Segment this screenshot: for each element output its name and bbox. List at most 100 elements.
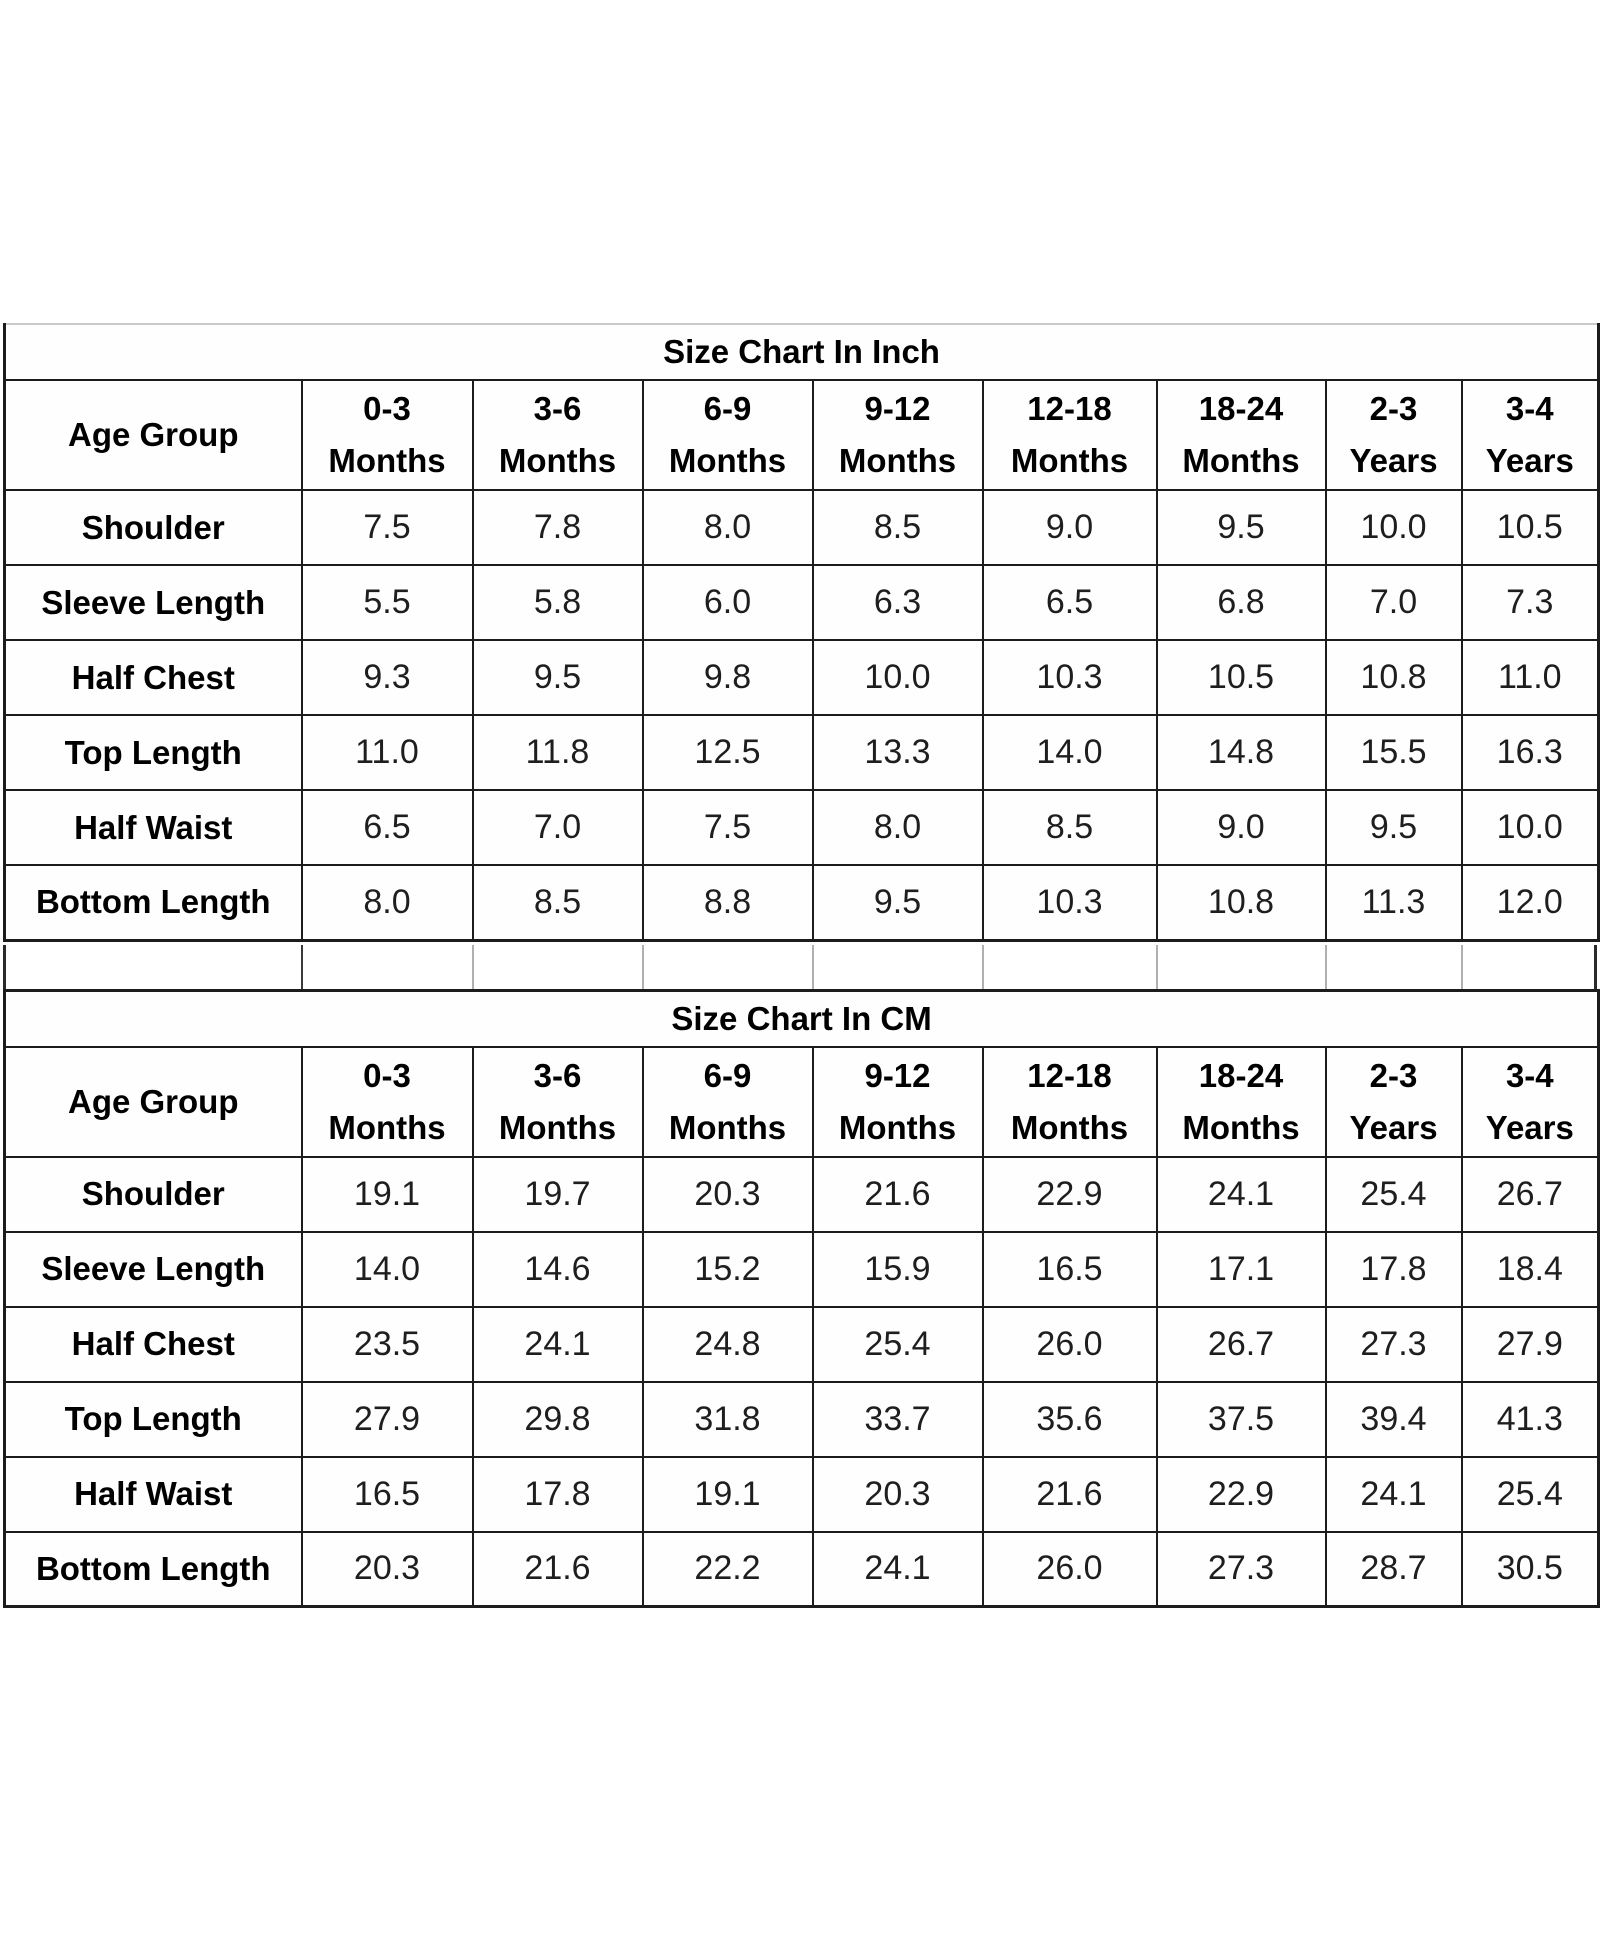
age-unit-text: Years [1485,1108,1574,1146]
row-label: Top Length [3,1380,303,1458]
size-value: 9.0 [981,489,1158,566]
size-value: 20.3 [300,1530,474,1608]
size-value: 11.0 [300,714,474,791]
age-unit-text: Months [838,1108,957,1146]
column-header-6-9-months: 6-9 Months [641,1045,814,1158]
size-value: 18.4 [1460,1230,1600,1308]
size-value: 16.3 [1460,714,1600,791]
size-value: 37.5 [1155,1380,1327,1458]
size-value: 8.8 [641,864,814,941]
measurement-row-shoulder: Shoulder 19.1 19.7 20.3 21.6 22.9 24.1 25.4 26.7 [3,1155,1600,1233]
gap-cell [1327,945,1463,989]
size-value: 10.0 [1324,489,1463,566]
size-value: 24.1 [471,1305,644,1383]
age-unit-text: Months [838,442,957,479]
age-unit-text: Months [1010,1108,1129,1146]
age-range-text: 3-4 [1505,390,1554,427]
age-range-text: 9-12 [864,1056,931,1094]
size-chart-cm-table: Size Chart In CM Age Group 0-3 Months 3-6 M… [3,989,1600,1608]
size-value: 14.0 [981,714,1158,791]
size-value: 8.0 [300,864,474,941]
size-value: 15.9 [811,1230,984,1308]
size-value: 20.3 [641,1155,814,1233]
gap-cell [1463,945,1594,989]
size-value: 24.8 [641,1305,814,1383]
size-value: 27.3 [1324,1305,1463,1383]
size-value: 6.5 [300,789,474,866]
size-value: 31.8 [641,1380,814,1458]
size-value: 19.7 [471,1155,644,1233]
age-unit-text: Years [1349,1108,1438,1146]
age-range-text: 12-18 [1027,390,1112,427]
size-value: 6.5 [981,564,1158,641]
size-value: 8.5 [981,789,1158,866]
column-header-3-6-months: 3-6 Months [471,379,644,491]
size-value: 9.0 [1155,789,1327,866]
size-value: 39.4 [1324,1380,1463,1458]
measurement-row-half-waist: Half Waist 16.5 17.8 19.1 20.3 21.6 22.9 24.1 25… [3,1455,1600,1533]
size-value: 26.0 [981,1530,1158,1608]
size-value: 10.8 [1155,864,1327,941]
row-label: Bottom Length [3,864,303,941]
size-chart-inch-table: Size Chart In Inch Age Group 0-3 Months 3-… [3,323,1600,942]
size-value: 27.9 [1460,1305,1600,1383]
gap-cell [814,945,984,989]
age-group-corner-header: Age Group [3,1045,303,1158]
measurement-row-shoulder: Shoulder 7.5 7.8 8.0 8.5 9.0 9.5 10.0 10.5 [3,489,1600,566]
age-unit-text: Months [1010,442,1129,479]
size-value: 26.7 [1460,1155,1600,1233]
size-value: 9.5 [811,864,984,941]
size-value: 14.8 [1155,714,1327,791]
gap-cell [644,945,814,989]
size-value: 27.9 [300,1380,474,1458]
size-value: 8.0 [641,489,814,566]
size-value: 19.1 [641,1455,814,1533]
age-range-text: 6-9 [703,1056,752,1094]
column-header-9-12-months: 9-12 Months [811,1045,984,1158]
age-unit-text: Months [668,442,787,479]
table-title: Size Chart In Inch [3,323,1600,381]
age-range-text: 2-3 [1369,1056,1418,1094]
column-header-12-18-months: 12-18 Months [981,379,1158,491]
table-title-row: Size Chart In CM [3,989,1600,1048]
age-unit-text: Months [498,1108,617,1146]
column-header-0-3-months: 0-3 Months [300,379,474,491]
measurement-row-bottom-length: Bottom Length 20.3 21.6 22.2 24.1 26.0 27.3 28.… [3,1530,1600,1608]
age-unit-text: Months [1182,442,1300,479]
size-value: 10.5 [1155,639,1327,716]
size-value: 22.9 [1155,1455,1327,1533]
size-value: 6.8 [1155,564,1327,641]
column-header-3-4-years: 3-4 Years [1460,1045,1600,1158]
row-label: Shoulder [3,489,303,566]
gap-cell [303,945,474,989]
column-header-3-6-months: 3-6 Months [471,1045,644,1158]
age-range-text: 12-18 [1027,1056,1112,1094]
table-title: Size Chart In CM [3,989,1600,1048]
age-range-text: 18-24 [1198,390,1284,427]
size-value: 28.7 [1324,1530,1463,1608]
size-value: 21.6 [811,1155,984,1233]
size-value: 35.6 [981,1380,1158,1458]
size-value: 10.3 [981,864,1158,941]
size-value: 33.7 [811,1380,984,1458]
table-title-row: Size Chart In Inch [3,323,1600,381]
size-value: 9.3 [300,639,474,716]
measurement-row-top-length: Top Length 11.0 11.8 12.5 13.3 14.0 14.8 15.5 16… [3,714,1600,791]
gap-cell [1158,945,1327,989]
size-value: 21.6 [981,1455,1158,1533]
age-range-text: 6-9 [703,390,752,427]
size-value: 22.2 [641,1530,814,1608]
size-value: 41.3 [1460,1380,1600,1458]
size-value: 23.5 [300,1305,474,1383]
row-label: Sleeve Length [3,1230,303,1308]
size-value: 16.5 [981,1230,1158,1308]
size-value: 8.5 [811,489,984,566]
column-header-12-18-months: 12-18 Months [981,1045,1158,1158]
age-range-text: 3-6 [533,1056,582,1094]
size-value: 10.5 [1460,489,1600,566]
row-label: Half Waist [3,1455,303,1533]
size-value: 5.5 [300,564,474,641]
row-label: Sleeve Length [3,564,303,641]
size-value: 16.5 [300,1455,474,1533]
measurement-row-sleeve-length: Sleeve Length 5.5 5.8 6.0 6.3 6.5 6.8 7.0 7.3 [3,564,1600,641]
